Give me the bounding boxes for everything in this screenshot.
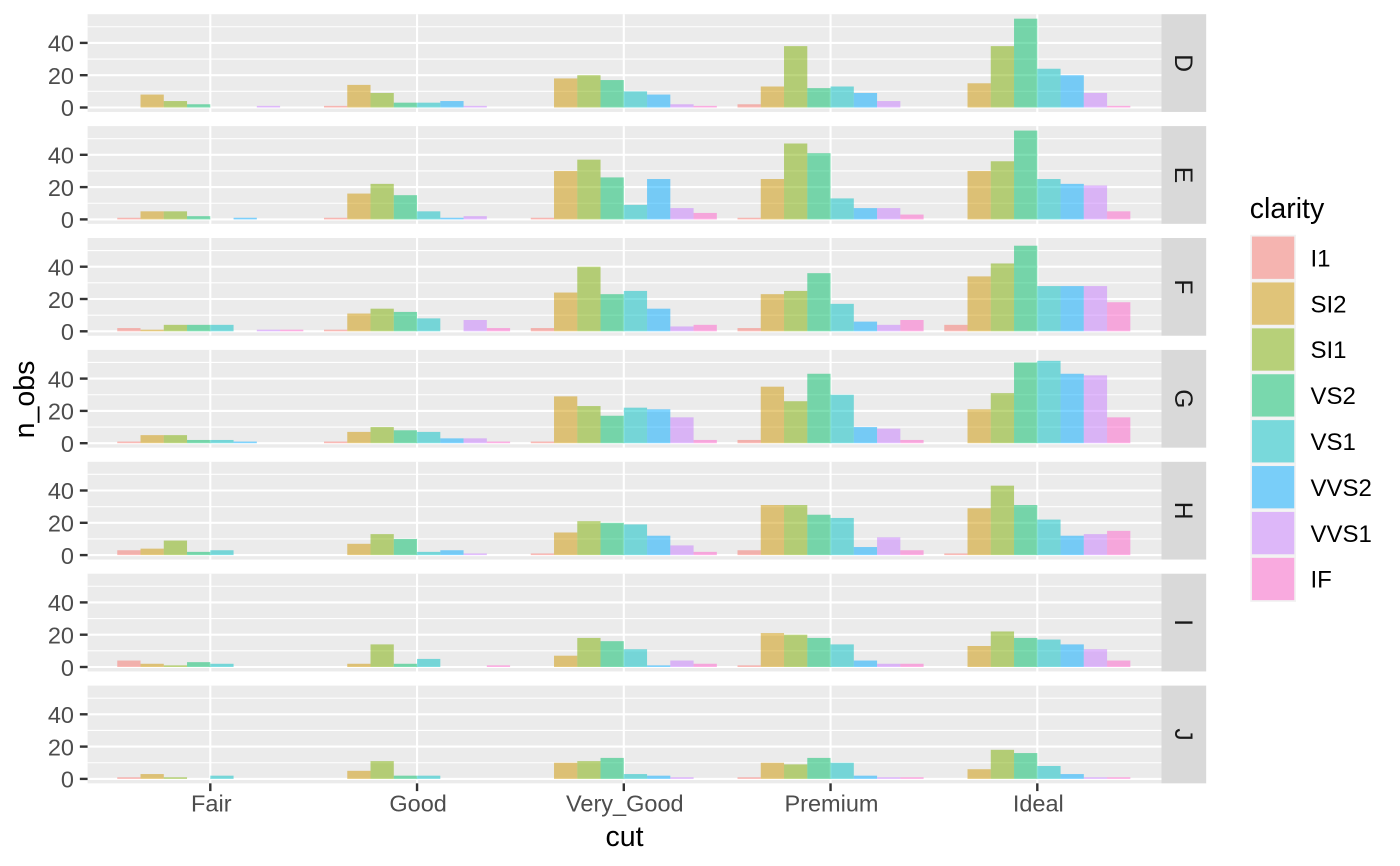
svg-text:VVS2: VVS2 (1311, 475, 1372, 502)
svg-text:n_obs: n_obs (9, 361, 41, 439)
svg-text:D: D (1169, 54, 1196, 72)
svg-text:20: 20 (48, 734, 74, 760)
svg-text:20: 20 (48, 175, 74, 201)
svg-text:H: H (1169, 502, 1196, 520)
svg-text:0: 0 (61, 95, 74, 121)
svg-text:Ideal: Ideal (1013, 791, 1064, 817)
svg-text:20: 20 (48, 63, 74, 89)
svg-text:20: 20 (48, 287, 74, 313)
svg-text:VS2: VS2 (1311, 383, 1356, 410)
svg-text:Very_Good: Very_Good (566, 791, 684, 817)
svg-text:0: 0 (61, 543, 74, 569)
svg-text:40: 40 (48, 31, 74, 57)
svg-text:40: 40 (48, 478, 74, 504)
svg-text:IF: IF (1311, 567, 1332, 594)
svg-text:Good: Good (389, 791, 447, 817)
svg-text:40: 40 (48, 590, 74, 616)
svg-text:0: 0 (61, 207, 74, 233)
svg-text:20: 20 (48, 511, 74, 537)
svg-text:cut: cut (605, 821, 643, 853)
svg-text:VVS1: VVS1 (1311, 521, 1372, 548)
svg-text:F: F (1169, 279, 1196, 294)
svg-text:0: 0 (61, 767, 74, 793)
svg-text:SI2: SI2 (1311, 291, 1347, 318)
svg-text:VS1: VS1 (1311, 429, 1356, 456)
svg-text:G: G (1169, 389, 1196, 408)
svg-text:0: 0 (61, 431, 74, 457)
svg-text:20: 20 (48, 399, 74, 425)
svg-text:0: 0 (61, 655, 74, 681)
svg-text:Fair: Fair (191, 791, 232, 817)
svg-text:40: 40 (48, 702, 74, 728)
svg-text:E: E (1169, 167, 1196, 183)
svg-text:0: 0 (61, 319, 74, 345)
svg-text:J: J (1169, 728, 1196, 740)
svg-text:I: I (1169, 619, 1196, 626)
svg-text:SI1: SI1 (1311, 337, 1347, 364)
svg-text:40: 40 (48, 143, 74, 169)
svg-text:20: 20 (48, 623, 74, 649)
svg-text:clarity: clarity (1250, 193, 1325, 225)
svg-text:40: 40 (48, 255, 74, 281)
svg-text:I1: I1 (1311, 245, 1331, 272)
svg-text:40: 40 (48, 366, 74, 392)
svg-text:Premium: Premium (784, 791, 878, 817)
